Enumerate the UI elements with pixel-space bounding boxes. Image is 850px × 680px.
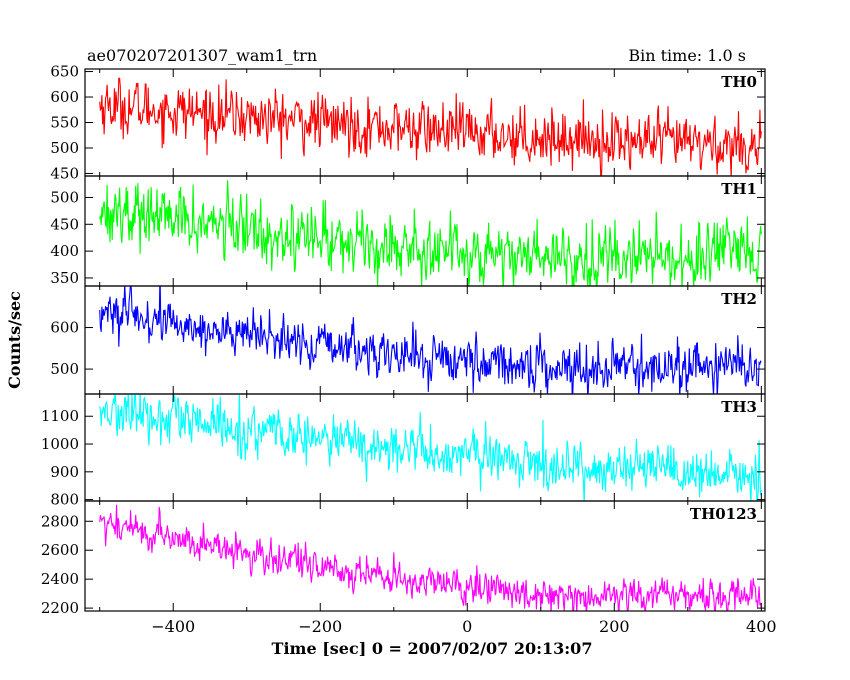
panel-label-th1: TH1	[721, 180, 757, 198]
y-tick-label: 500	[50, 360, 79, 378]
x-tick-label: −400	[151, 617, 195, 636]
series-line-th2	[99, 286, 762, 394]
y-tick-label: 500	[50, 139, 79, 157]
y-tick-label: 400	[50, 242, 79, 260]
x-tick-label: −200	[298, 617, 342, 636]
y-tick-label: 2400	[41, 570, 79, 588]
series-line-th3	[99, 394, 762, 501]
y-tick-label: 450	[50, 164, 79, 182]
y-tick-label: 350	[50, 269, 79, 287]
y-tick-label: 1000	[41, 435, 79, 453]
bin-time-label: Bin time: 1.0 s	[628, 46, 746, 65]
y-tick-label: 600	[50, 88, 79, 106]
x-tick-label: 0	[462, 617, 472, 636]
chart-title: ae070207201307_wam1_trn	[87, 46, 317, 65]
y-tick-label: 650	[50, 63, 79, 81]
panel-label-th2: TH2	[721, 290, 757, 308]
panel-label-th3: TH3	[721, 398, 757, 416]
y-tick-label: 900	[50, 463, 79, 481]
y-tick-label: 1100	[41, 407, 79, 425]
y-tick-label: 800	[50, 491, 79, 509]
y-tick-label: 2800	[41, 512, 79, 530]
panel-frame	[84, 68, 766, 177]
y-tick-label: 2600	[41, 541, 79, 559]
panel-th2: 500 600 TH2	[50, 285, 766, 395]
panel-label-th0: TH0	[721, 73, 757, 91]
series-line-th1	[99, 180, 762, 286]
y-tick-label: 2200	[41, 599, 79, 617]
y-axis-label: Counts/sec	[5, 291, 24, 389]
y-tick-label: 550	[50, 114, 79, 132]
x-tick-label: 400	[746, 617, 777, 636]
panel-label-th0123: TH0123	[690, 505, 757, 523]
y-tick-label: 600	[50, 319, 79, 337]
y-tick-label: 500	[50, 188, 79, 206]
panel-frame	[84, 500, 766, 612]
panel-th1: 350 400 450 500 TH1	[50, 175, 766, 287]
series-line-th0	[99, 77, 762, 176]
panel-th3: 800 900 1000 1100 TH3	[41, 393, 766, 509]
y-tick-label: 450	[50, 215, 79, 233]
panels-group: 450 500 550 600 650 TH0 350 400 450 500 TH1 500 600 T…	[41, 63, 777, 636]
x-tick-label: 200	[599, 617, 630, 636]
x-axis-label: Time [sec] 0 = 2007/02/07 20:13:07	[272, 639, 593, 658]
panel-th0123: 2200 2400 2600 2800 TH0123	[41, 500, 766, 617]
panel-th0: 450 500 550 600 650 TH0	[50, 63, 766, 182]
series-line-th0123	[99, 504, 762, 611]
